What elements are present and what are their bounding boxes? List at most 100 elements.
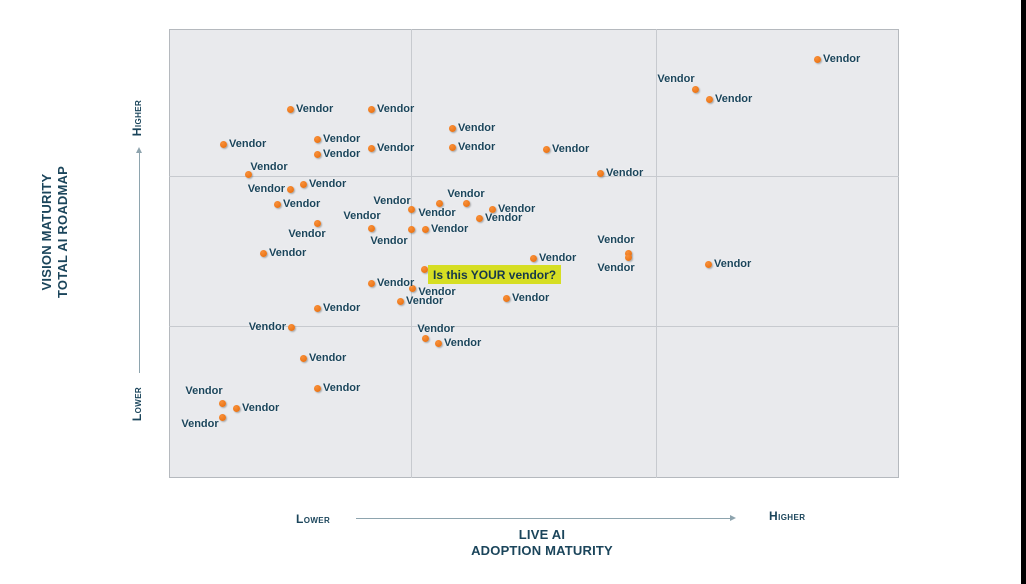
vendor-dot	[462, 199, 470, 207]
vendor-dot	[488, 205, 496, 213]
vendor-dot	[542, 145, 550, 153]
vendor-label: Vendor	[418, 286, 456, 298]
vendor-label: Vendor	[185, 385, 223, 397]
y-axis-arrow-head-icon	[136, 147, 142, 153]
vendor-label: Vendor	[247, 183, 285, 195]
vendor-dot	[313, 135, 321, 143]
y-axis-lower-label: Lower	[130, 386, 144, 422]
vendor-dot	[407, 205, 415, 213]
vendor-dot	[273, 200, 281, 208]
vendor-label: Vendor	[444, 337, 482, 349]
vendor-dot	[299, 354, 307, 362]
vendor-dot	[219, 140, 227, 148]
vendor-dot	[286, 105, 294, 113]
vendor-label: Vendor	[181, 418, 219, 430]
vendor-label: Vendor	[323, 382, 361, 394]
vendor-dot	[287, 323, 295, 331]
vendor-label: Vendor	[288, 228, 326, 240]
vendor-dot	[475, 214, 483, 222]
right-edge-bar	[1021, 0, 1026, 584]
vendor-dot	[408, 284, 416, 292]
vendor-dot	[434, 339, 442, 347]
vendor-dot	[435, 199, 443, 207]
vendor-label: Vendor	[283, 198, 321, 210]
vendor-dot	[218, 399, 226, 407]
vendor-dot	[421, 225, 429, 233]
vendor-label: Vendor	[269, 247, 307, 259]
vendor-dot	[367, 105, 375, 113]
vendor-label: Vendor	[458, 122, 496, 134]
vendor-label: Vendor	[248, 321, 286, 333]
vendor-dot	[529, 254, 537, 262]
vendor-label: Vendor	[377, 103, 415, 115]
vendor-dot	[313, 304, 321, 312]
vendor-dot	[813, 55, 821, 63]
vendor-dot	[624, 253, 632, 261]
vendor-label: Vendor	[606, 167, 644, 179]
annotation-text: Is this YOUR vendor?	[433, 268, 557, 282]
vendor-label: Vendor	[377, 277, 415, 289]
vendor-dot	[299, 180, 307, 188]
vendor-label: Vendor	[377, 142, 415, 154]
vendor-dot	[232, 404, 240, 412]
vendor-label: Vendor	[552, 143, 590, 155]
annotation-highlight: Is this YOUR vendor?	[428, 265, 562, 284]
vendor-label: Vendor	[323, 133, 361, 145]
vendor-dot	[448, 143, 456, 151]
vendor-label: Vendor	[714, 258, 752, 270]
vendor-dot	[218, 413, 226, 421]
vendor-dot	[705, 95, 713, 103]
vendor-dot	[396, 297, 404, 305]
vendor-dot	[421, 334, 429, 342]
vendor-label: Vendor	[229, 138, 267, 150]
vendor-dot	[286, 185, 294, 193]
vendor-label: Vendor	[657, 73, 695, 85]
vendor-dot	[244, 170, 252, 178]
vendor-label: Vendor	[431, 223, 469, 235]
x-axis-title: LIVE AI ADOPTION MATURITY	[392, 527, 692, 559]
grid-line-vertical-2	[656, 29, 657, 478]
vendor-dot	[313, 219, 321, 227]
vendor-label: Vendor	[370, 235, 408, 247]
vendor-label: Vendor	[323, 148, 361, 160]
vendor-dot	[259, 249, 267, 257]
x-axis-higher-label: Higher	[769, 509, 806, 523]
vendor-dot	[313, 384, 321, 392]
vendor-dot	[624, 249, 632, 257]
vendor-label: Vendor	[539, 252, 577, 264]
x-axis-title-line2: ADOPTION MATURITY	[471, 543, 613, 558]
vendor-label: Vendor	[485, 212, 523, 224]
vendor-label: Vendor	[373, 195, 411, 207]
y-axis-title-line1: VISION MATURITY	[39, 173, 54, 291]
grid-line-vertical-1	[411, 29, 412, 478]
y-axis-higher-label: Higher	[130, 99, 144, 137]
vendor-label: Vendor	[597, 234, 635, 246]
y-axis-title: VISION MATURITY TOTAL AI ROADMAP	[39, 82, 71, 382]
vendor-label: Vendor	[417, 323, 455, 335]
vendor-dot	[502, 294, 510, 302]
vendor-dot	[596, 169, 604, 177]
vendor-dot	[691, 85, 699, 93]
vendor-label: Vendor	[597, 262, 635, 274]
vendor-label: Vendor	[823, 53, 861, 65]
plot-panel	[169, 29, 899, 478]
y-axis-title-line2: TOTAL AI ROADMAP	[55, 166, 70, 298]
vendor-label: Vendor	[343, 210, 381, 222]
vendor-label: Vendor	[309, 178, 347, 190]
x-axis-lower-label: Lower	[296, 512, 331, 526]
vendor-dot	[420, 265, 428, 273]
vendor-dot	[313, 150, 321, 158]
x-axis-title-line1: LIVE AI	[518, 527, 566, 542]
vendor-label: Vendor	[323, 302, 361, 314]
vendor-dot	[407, 225, 415, 233]
vendor-label: Vendor	[458, 141, 496, 153]
vendor-dot	[367, 144, 375, 152]
x-axis-arrow-line	[356, 518, 730, 519]
vendor-label: Vendor	[498, 203, 536, 215]
vendor-label: Vendor	[418, 207, 456, 219]
vendor-label: Vendor	[309, 352, 347, 364]
vendor-label: Vendor	[406, 295, 444, 307]
vendor-dot	[448, 124, 456, 132]
vendor-dot	[704, 260, 712, 268]
vendor-label: Vendor	[242, 402, 280, 414]
